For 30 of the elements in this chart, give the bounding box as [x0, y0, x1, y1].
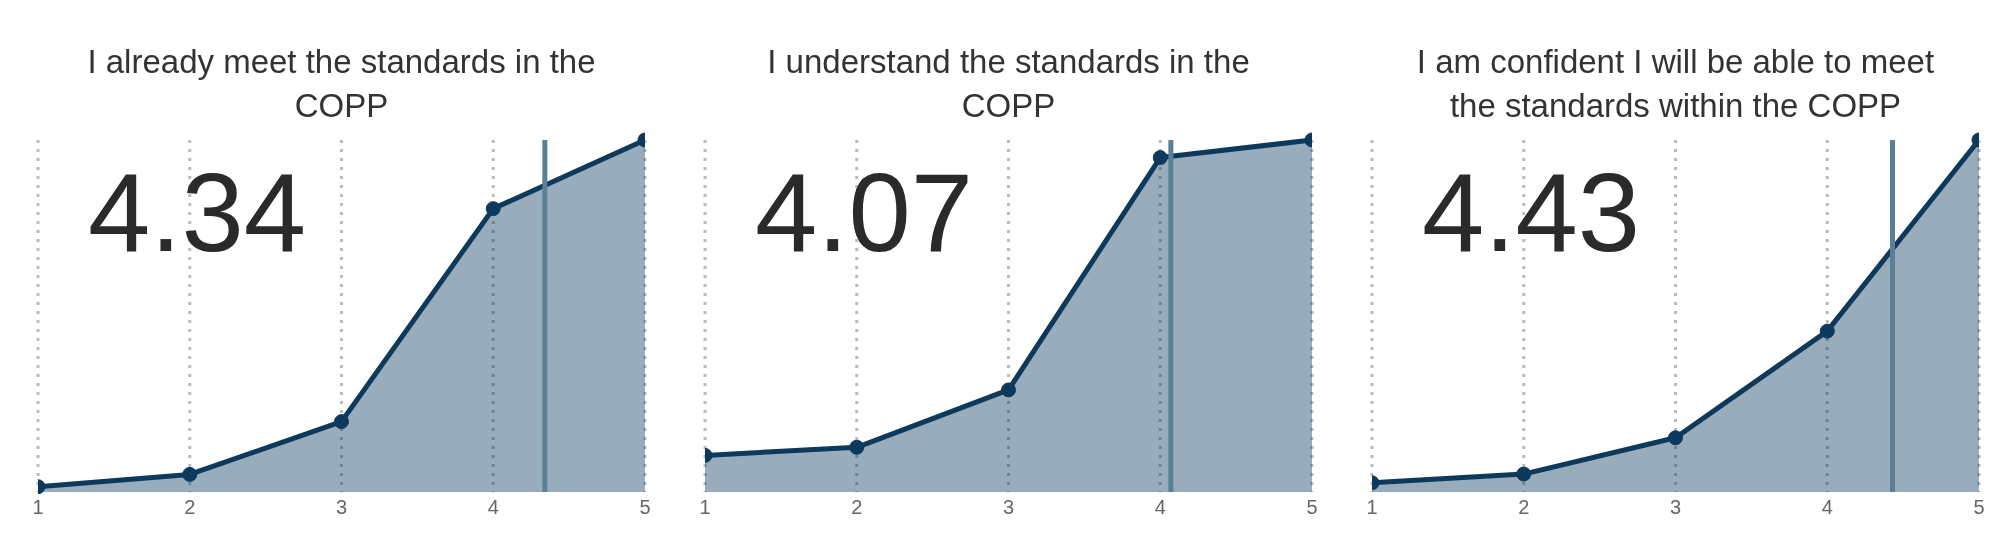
- x-tick-label: 1: [1366, 496, 1378, 519]
- x-tick-label: 4: [1154, 496, 1166, 519]
- x-tick-label: 2: [851, 496, 863, 519]
- point: [1152, 150, 1168, 166]
- x-tick-label: 1: [32, 496, 44, 519]
- point: [334, 414, 349, 430]
- point: [1001, 382, 1016, 398]
- chart-title: I understand the standards in the COPP: [766, 42, 1251, 126]
- x-tick-label: 3: [1002, 496, 1015, 519]
- annotation: 4.34: [88, 150, 306, 275]
- point: [1819, 323, 1835, 339]
- point: [182, 466, 198, 482]
- x-tick-label: 5: [639, 496, 651, 519]
- point: [1516, 466, 1532, 482]
- x-tick-label: 4: [487, 496, 499, 519]
- point: [485, 201, 501, 217]
- x-tick-label: 5: [1973, 496, 1985, 519]
- annotation: 4.43: [1422, 150, 1640, 275]
- point: [849, 439, 865, 455]
- point: [1668, 430, 1683, 446]
- chart-title: I am confident I will be able to meet the standards within the COPP: [1415, 42, 1936, 126]
- x-tick-label: 5: [1306, 496, 1318, 519]
- x-tick-label: 4: [1821, 496, 1833, 519]
- x-tick-label: 3: [335, 496, 348, 519]
- chart-title: I already meet the standards in the COPP: [86, 42, 597, 126]
- x-tick-label: 2: [1518, 496, 1530, 519]
- x-tick-label: 3: [1669, 496, 1682, 519]
- x-tick-label: 2: [184, 496, 196, 519]
- x-tick-label: 1: [699, 496, 711, 519]
- annotation: 4.07: [755, 150, 973, 275]
